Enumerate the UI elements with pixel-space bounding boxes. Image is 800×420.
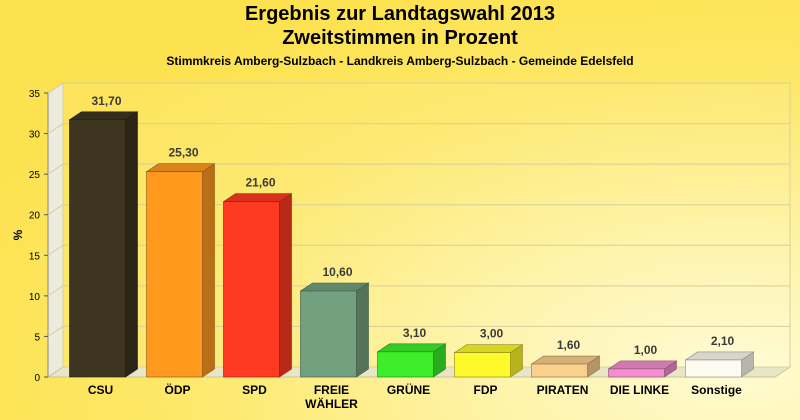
data-label: 3,00 (480, 327, 504, 341)
grid-connector-25 (47, 163, 64, 175)
data-label: 1,00 (634, 343, 658, 357)
x-tick-label: SPD (242, 383, 267, 397)
bar-top (607, 360, 678, 370)
data-label: 21,60 (245, 176, 275, 190)
data-label: 2,10 (711, 334, 735, 348)
bar (146, 171, 203, 378)
bar (685, 359, 742, 378)
bar (608, 368, 665, 378)
bar (300, 290, 357, 378)
data-label: 1,60 (557, 338, 581, 352)
y-axis-title: % (11, 229, 25, 240)
grid-connector-20 (47, 204, 64, 216)
bar-side (202, 163, 215, 378)
data-label: 10,60 (322, 265, 352, 279)
x-tick-label: CSU (88, 383, 113, 397)
data-label: 31,70 (91, 94, 121, 108)
y-tick-label-20: 20 (29, 211, 41, 222)
bar-side (356, 282, 369, 378)
bar-side (279, 193, 292, 378)
chart-subtitle: Zweitstimmen in Prozent (282, 27, 518, 49)
grid-connector-35 (47, 82, 64, 94)
grid-connector-10 (47, 285, 64, 297)
x-tick-label: GRÜNE (387, 382, 430, 397)
bar-top (376, 343, 447, 353)
chart-title: Ergebnis zur Landtagswahl 2013 (244, 3, 556, 25)
x-tick-label: PIRATEN (537, 383, 589, 397)
data-label: 25,30 (168, 146, 198, 160)
bar (531, 363, 588, 378)
x-tick-label: ÖDP (164, 382, 190, 397)
bar-top (453, 344, 524, 353)
y-tick-label-0: 0 (34, 373, 40, 384)
y-tick-label-25: 25 (29, 170, 41, 181)
bar (69, 119, 126, 378)
y-tick-label-10: 10 (29, 292, 41, 303)
grid-connector-15 (47, 244, 64, 256)
bar-top (145, 163, 216, 173)
bar-top (299, 282, 370, 292)
bar (223, 201, 280, 378)
chart-caption: Stimmkreis Amberg-Sulzbach - Landkreis A… (166, 54, 634, 68)
bar-top (684, 351, 755, 361)
y-tick-label-5: 5 (34, 332, 40, 343)
bar (377, 351, 434, 378)
bar-side (125, 111, 138, 378)
bar (454, 352, 511, 378)
side-wall (47, 82, 64, 378)
x-tick-label: Sonstige (691, 383, 742, 397)
x-tick-label: FREIE (314, 383, 349, 397)
y-tick-label-30: 30 (29, 130, 41, 141)
bar-top (530, 355, 601, 365)
y-tick-label-35: 35 (29, 89, 41, 100)
bar-top (222, 193, 293, 203)
x-tick-label: WÄHLER (305, 396, 358, 411)
x-tick-label: DIE LINKE (610, 383, 669, 397)
y-tick-label-15: 15 (29, 251, 41, 262)
data-label: 3,10 (403, 326, 427, 340)
bar-top (68, 111, 139, 121)
grid-connector-30 (47, 123, 64, 134)
x-tick-label: FDP (474, 383, 498, 397)
grid-connector-5 (47, 326, 64, 337)
